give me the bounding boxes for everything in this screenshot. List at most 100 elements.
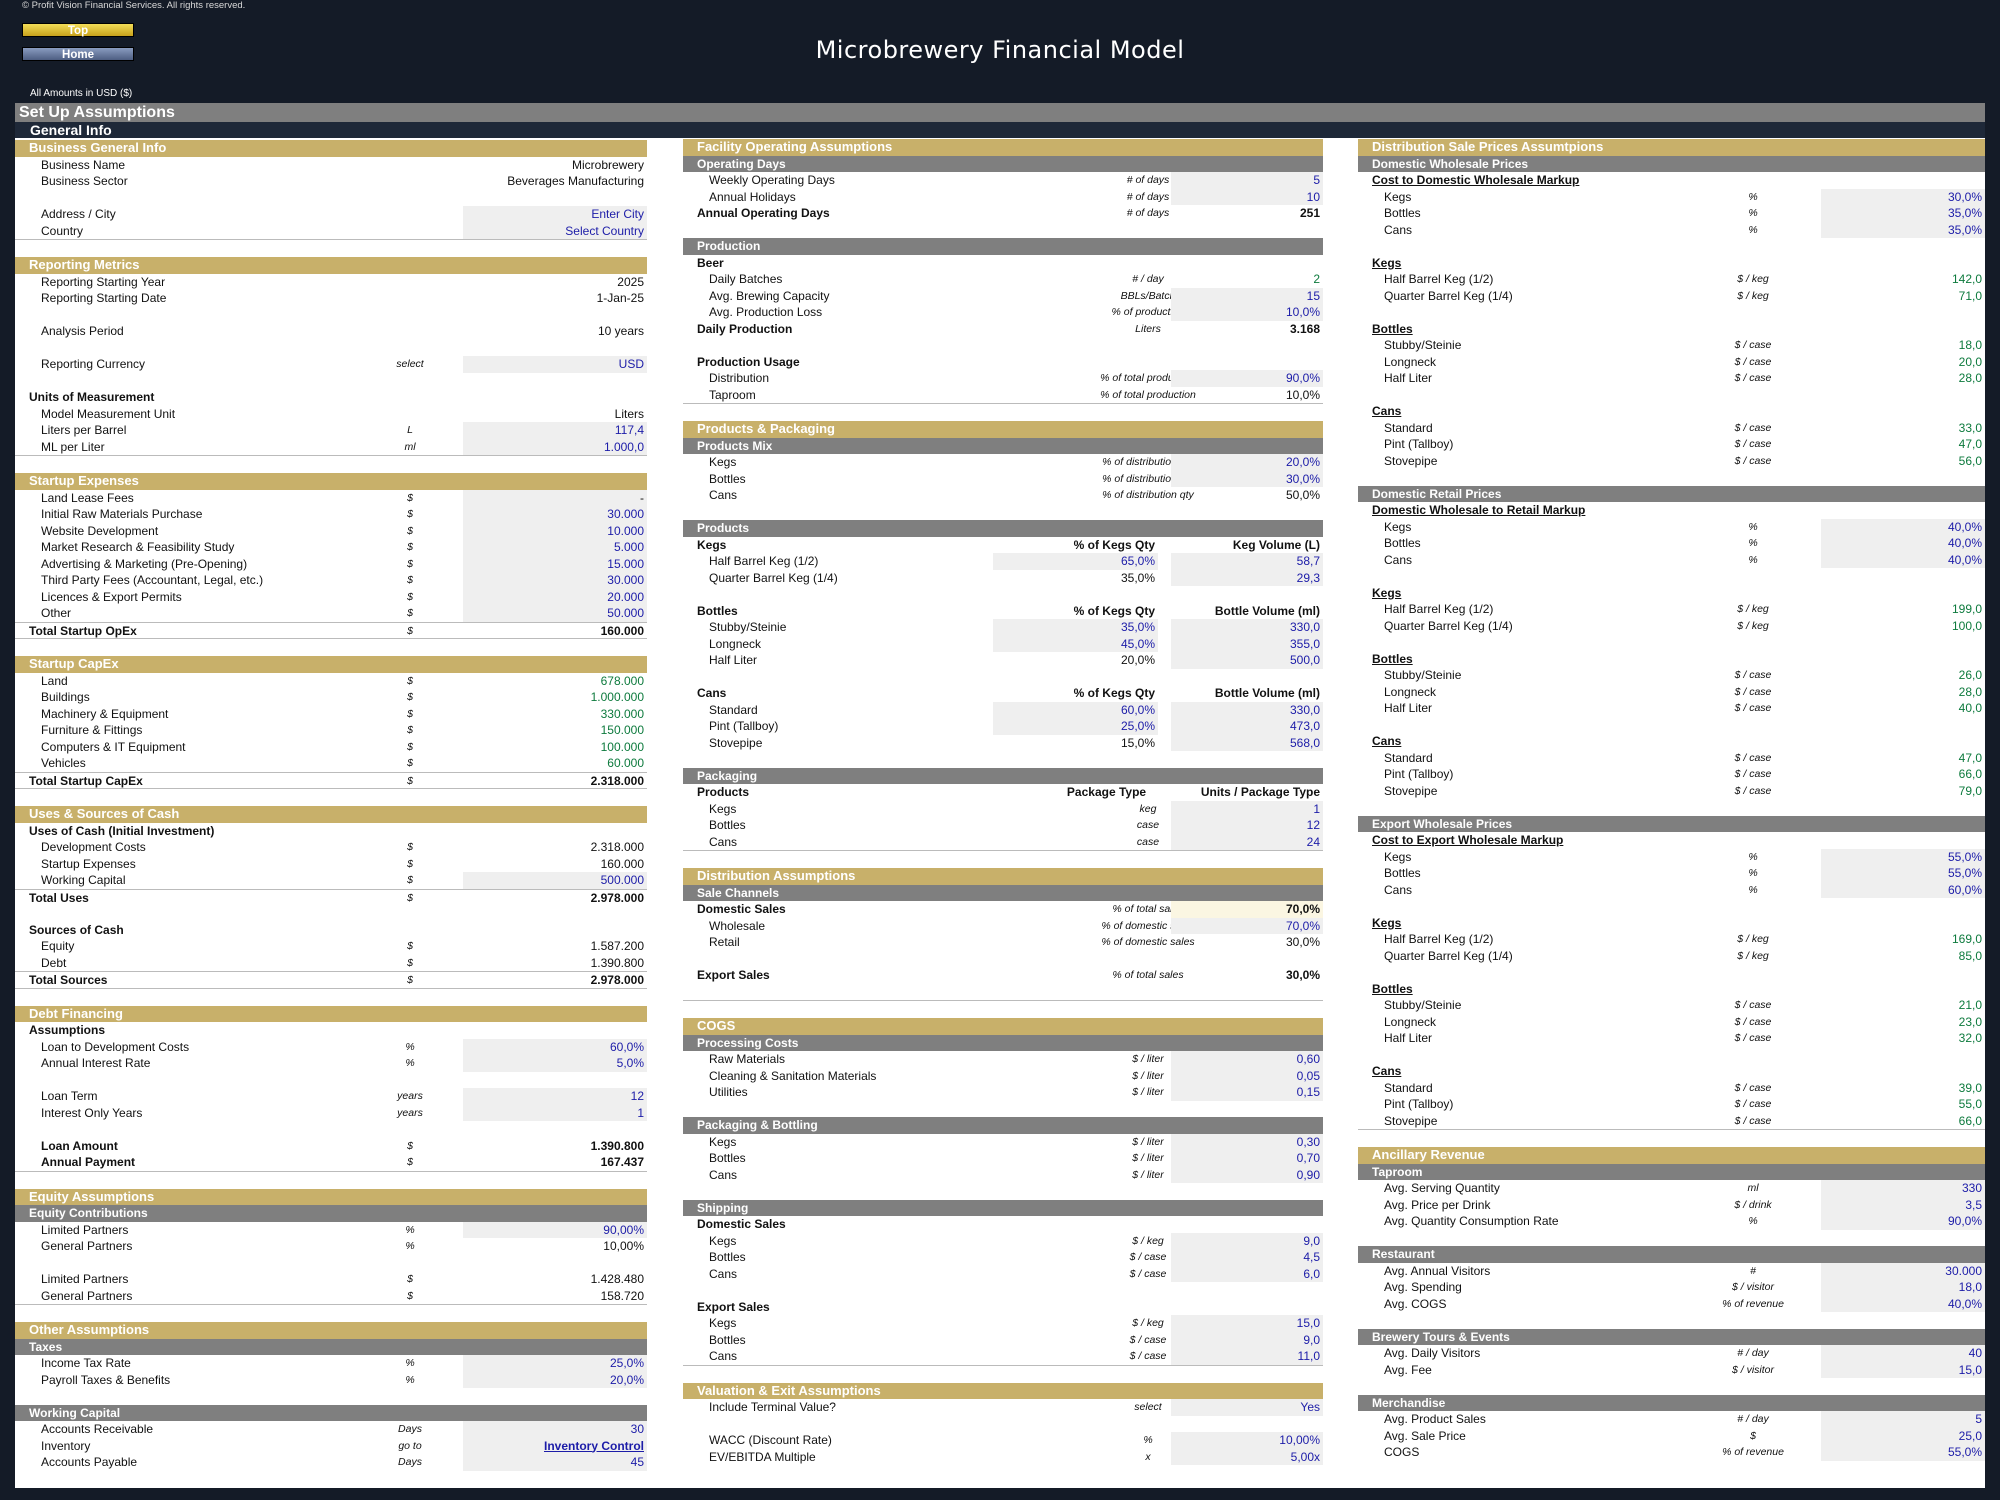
input-cell[interactable]: 5,00x — [1171, 1448, 1323, 1465]
value-cell: 1.000.000 — [590, 690, 644, 704]
input-cell[interactable]: 12 — [1171, 817, 1323, 834]
input-cell[interactable]: 40,0% — [1821, 1295, 1985, 1312]
input-cell[interactable]: 20,0% — [1171, 454, 1323, 471]
input-cell[interactable]: 35,0% — [1821, 205, 1985, 222]
input-cell[interactable]: 6,0 — [1171, 1265, 1323, 1282]
input-cell[interactable]: 55,0% — [1821, 865, 1985, 882]
volume-cell[interactable]: 330,0 — [1171, 619, 1323, 636]
row-label: Pint (Tallboy) — [1384, 767, 1454, 781]
input-cell[interactable]: 0,60 — [1171, 1051, 1323, 1068]
input-cell[interactable]: 15,0 — [1171, 1315, 1323, 1332]
row-pint-tallboy: Pint (Tallboy) 25,0% 473,0 — [683, 718, 1323, 735]
input-cell[interactable]: 70,0% — [1171, 901, 1323, 918]
input-cell[interactable]: 330 — [1821, 1180, 1985, 1197]
section-startup-capex: Startup CapEx Land $678.000 Buildings $1.000… — [15, 656, 647, 789]
input-cell[interactable]: 3,5 — [1821, 1196, 1985, 1213]
input-cell[interactable]: 0,70 — [1171, 1150, 1323, 1167]
input-cell[interactable]: 15 — [1171, 287, 1323, 304]
input-cell[interactable]: 25,0 — [1821, 1427, 1985, 1444]
input-cell[interactable]: 18,0 — [1821, 1279, 1985, 1296]
input-cell[interactable]: 10.000 — [463, 522, 647, 539]
row-label: Working Capital — [41, 873, 126, 887]
input-cell[interactable]: 55,0% — [1821, 848, 1985, 865]
input-cell[interactable]: 20.000 — [463, 588, 647, 605]
input-cell[interactable]: 117,4 — [463, 422, 647, 439]
input-cell[interactable]: 30,0% — [1821, 188, 1985, 205]
input-cell[interactable]: 12 — [463, 1088, 647, 1105]
volume-cell[interactable]: 355,0 — [1171, 635, 1323, 652]
volume-cell[interactable]: 473,0 — [1171, 718, 1323, 735]
input-cell[interactable]: 0,15 — [1171, 1084, 1323, 1101]
input-cell[interactable]: 90,00% — [463, 1221, 647, 1238]
input-cell[interactable]: 30.000 — [1821, 1262, 1985, 1279]
volume-cell[interactable]: 330,0 — [1171, 701, 1323, 718]
mix-percent-cell[interactable]: 60,0% — [993, 701, 1158, 718]
volume-cell[interactable]: 500,0 — [1171, 652, 1323, 669]
top-button[interactable]: Top — [22, 23, 134, 37]
mix-percent-cell[interactable]: 65,0% — [993, 553, 1158, 570]
input-cell[interactable]: 1 — [1171, 800, 1323, 817]
mix-percent-cell[interactable]: 45,0% — [993, 635, 1158, 652]
input-cell[interactable]: 24 — [1171, 833, 1323, 850]
home-button[interactable]: Home — [22, 47, 134, 61]
input-cell[interactable]: 5,0% — [463, 1055, 647, 1072]
input-cell[interactable]: 5.000 — [463, 539, 647, 556]
unit-label: % — [405, 1223, 415, 1236]
input-cell[interactable]: 500.000 — [463, 872, 647, 889]
row-kegs: Kegs % of distribution qty 20,0% — [683, 454, 1323, 471]
input-cell[interactable]: - — [463, 489, 647, 506]
input-cell[interactable]: 9,0 — [1171, 1331, 1323, 1348]
input-cell[interactable]: 60,0% — [463, 1038, 647, 1055]
input-cell[interactable]: 30 — [463, 1421, 647, 1438]
input-cell[interactable]: 5 — [1821, 1411, 1985, 1428]
row-label: Stubby/Steinie — [709, 620, 787, 634]
input-cell[interactable]: 30.000 — [463, 506, 647, 523]
input-cell[interactable]: Enter City — [463, 206, 647, 223]
input-cell[interactable]: 11,0 — [1171, 1348, 1323, 1365]
input-cell[interactable]: Yes — [1171, 1399, 1323, 1416]
input-cell[interactable]: 70,0% — [1171, 917, 1323, 934]
volume-cell[interactable]: 58,7 — [1171, 553, 1323, 570]
volume-cell[interactable]: 568,0 — [1171, 734, 1323, 751]
input-cell[interactable]: 1.000,0 — [463, 438, 647, 455]
input-cell[interactable]: 10,00% — [1171, 1432, 1323, 1449]
input-cell[interactable]: 15,0 — [1821, 1361, 1985, 1378]
mix-percent-cell[interactable]: 25,0% — [993, 718, 1158, 735]
input-cell[interactable]: 35,0% — [1821, 221, 1985, 238]
input-cell[interactable]: 9,0 — [1171, 1232, 1323, 1249]
input-cell[interactable]: USD — [463, 356, 647, 373]
input-cell[interactable]: 90,0% — [1171, 370, 1323, 387]
row-label: Bottles — [1372, 321, 1413, 336]
mix-percent-cell[interactable]: 35,0% — [993, 619, 1158, 636]
input-cell[interactable]: 15.000 — [463, 555, 647, 572]
input-cell[interactable]: 0,05 — [1171, 1067, 1323, 1084]
input-cell[interactable]: 45 — [463, 1454, 647, 1471]
input-cell[interactable]: 40,0% — [1821, 518, 1985, 535]
input-cell[interactable]: 4,5 — [1171, 1249, 1323, 1266]
row-label: COGS — [1384, 1445, 1420, 1459]
input-cell[interactable]: 30.000 — [463, 572, 647, 589]
input-cell[interactable]: 0,90 — [1171, 1166, 1323, 1183]
input-cell[interactable]: Select Country — [463, 222, 647, 239]
input-cell[interactable]: 40 — [1821, 1345, 1985, 1362]
blank-row — [1358, 634, 1985, 651]
row-label: Kegs — [697, 537, 727, 552]
input-cell[interactable]: 10,0% — [1171, 304, 1323, 321]
input-cell[interactable]: 60,0% — [1821, 881, 1985, 898]
input-cell[interactable]: 25,0% — [463, 1355, 647, 1372]
input-cell[interactable]: 40,0% — [1821, 551, 1985, 568]
input-cell[interactable]: 0,30 — [1171, 1133, 1323, 1150]
input-cell[interactable]: 30,0% — [1171, 470, 1323, 487]
input-cell[interactable]: 55,0% — [1821, 1444, 1985, 1461]
value-cell: 2.978.000 — [590, 973, 644, 987]
volume-cell[interactable]: 29,3 — [1171, 569, 1323, 586]
input-cell[interactable]: 1 — [463, 1104, 647, 1121]
input-cell[interactable]: 40,0% — [1821, 535, 1985, 552]
input-cell[interactable]: 10 — [1171, 188, 1323, 205]
unit-label: go to — [398, 1439, 422, 1452]
input-cell[interactable]: 90,0% — [1821, 1213, 1985, 1230]
inventory-control-link[interactable]: Inventory Control — [463, 1437, 647, 1454]
input-cell[interactable]: 5 — [1171, 172, 1323, 189]
input-cell[interactable]: 50.000 — [463, 605, 647, 622]
input-cell[interactable]: 20,0% — [463, 1371, 647, 1388]
